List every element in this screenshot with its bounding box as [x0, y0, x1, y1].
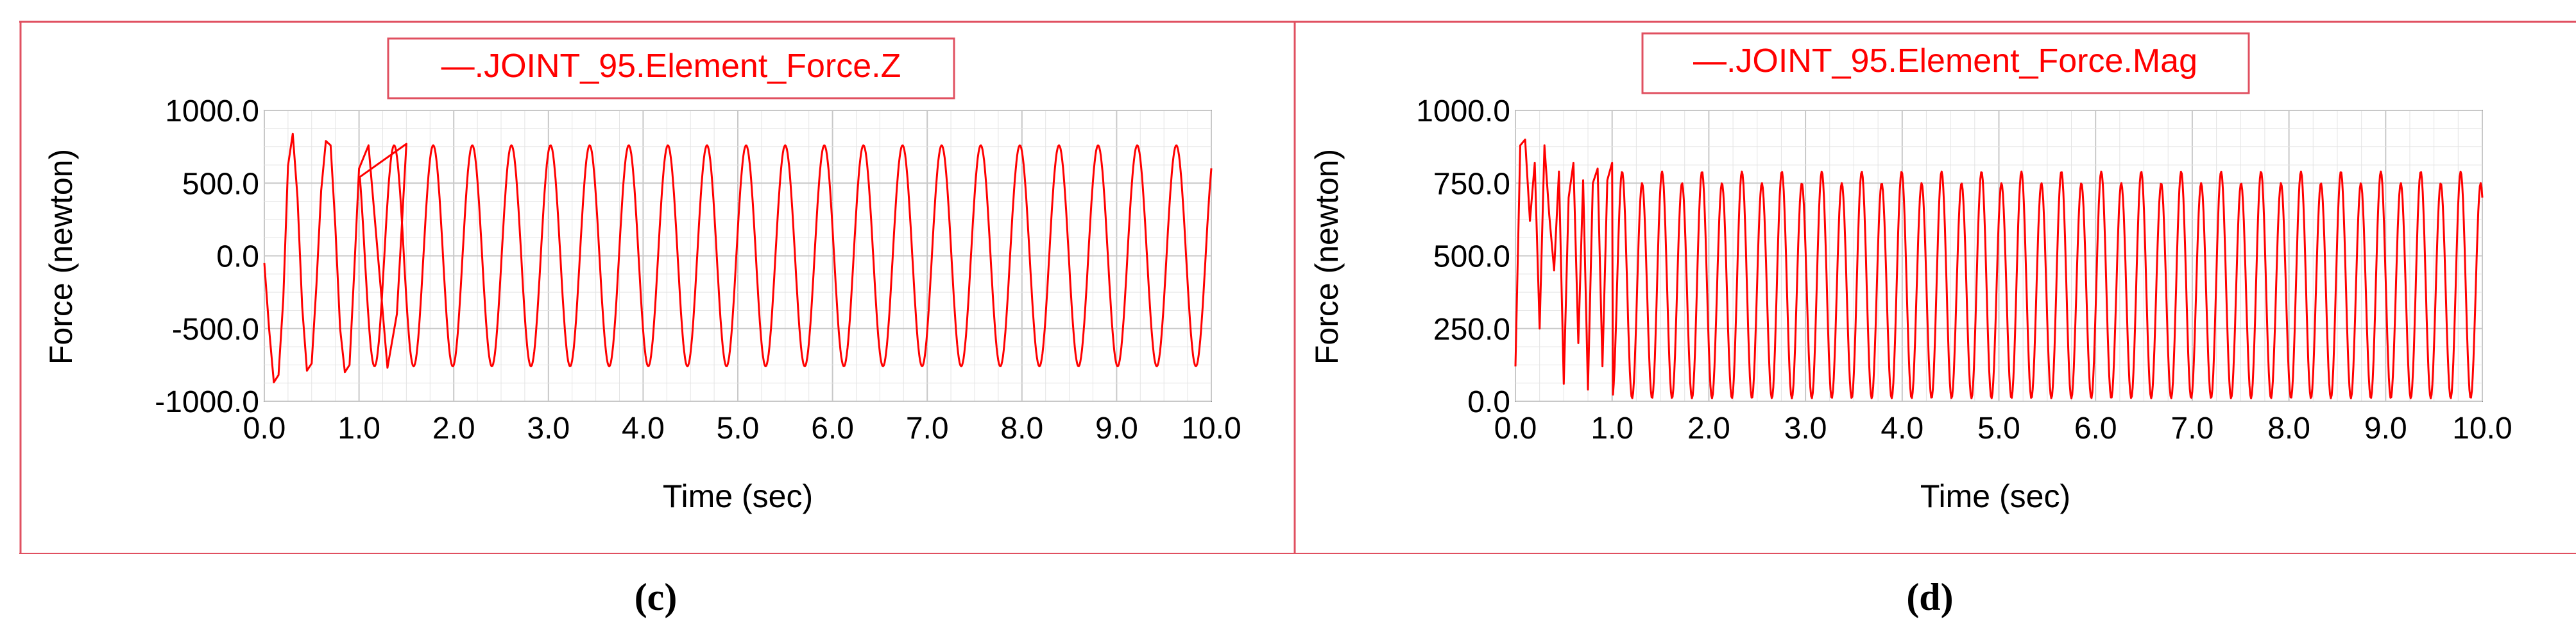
x-tick-label: 8.0: [2267, 412, 2310, 446]
x-tick-label: 4.0: [1881, 412, 1923, 446]
x-tick-label: 0.0: [243, 412, 286, 446]
y-tick-label: 500.0: [182, 167, 259, 201]
x-axis-label: Time (sec): [1920, 478, 2070, 514]
x-tick-label: 3.0: [1784, 412, 1827, 446]
x-tick-label: 5.0: [1977, 412, 2020, 446]
x-tick-label: 5.0: [717, 412, 760, 446]
y-tick-label: -1000.0: [155, 385, 259, 419]
y-tick-label: 1000.0: [1416, 94, 1510, 128]
x-tick-label: 6.0: [811, 412, 854, 446]
series-line-d: [1514, 138, 2484, 399]
y-axis-label: Force (newton): [43, 149, 79, 365]
chart-panel-c: —.JOINT_95.Element_Force.Z Force (newton…: [43, 37, 1241, 514]
x-tick-label: 6.0: [2074, 412, 2117, 446]
chart-panel-d: —.JOINT_95.Element_Force.Mag Force (newt…: [1309, 32, 2512, 514]
y-tick-label: -500.0: [172, 313, 259, 347]
x-tick-label: 3.0: [527, 412, 570, 446]
y-tick-label: 750.0: [1433, 167, 1510, 201]
y-tick-label: 0.0: [1467, 385, 1510, 419]
y-axis-label: Force (newton): [1309, 149, 1345, 365]
legend-box: [387, 37, 955, 100]
legend-label: —.JOINT_95.Element_Force.Z: [441, 48, 901, 85]
x-axis-label: Time (sec): [663, 478, 813, 514]
x-tick-label: 4.0: [622, 412, 665, 446]
x-tick-label: 10.0: [2452, 412, 2512, 446]
x-tick-label: 1.0: [1591, 412, 1633, 446]
x-tick-label: 8.0: [1000, 412, 1043, 446]
x-tick-label: 10.0: [1181, 412, 1241, 446]
x-tick-label: 9.0: [1095, 412, 1138, 446]
y-tick-label: 250.0: [1433, 313, 1510, 347]
legend-box: [1641, 32, 2250, 94]
x-tick-label: 7.0: [906, 412, 949, 446]
x-tick-label: 9.0: [2364, 412, 2407, 446]
y-tick-label: 0.0: [216, 240, 259, 274]
x-tick-label: 2.0: [1687, 412, 1730, 446]
panel-label-c: (c): [635, 576, 678, 618]
y-tick-label: 500.0: [1433, 240, 1510, 274]
x-tick-label: 2.0: [432, 412, 475, 446]
series-line-c: [263, 132, 1213, 384]
x-tick-label: 7.0: [2171, 412, 2214, 446]
x-tick-label: 1.0: [337, 412, 380, 446]
panel-label-d: (d): [1906, 576, 1953, 618]
y-tick-label: 1000.0: [165, 94, 259, 128]
x-tick-label: 0.0: [1494, 412, 1537, 446]
legend-label: —.JOINT_95.Element_Force.Mag: [1693, 42, 2197, 80]
